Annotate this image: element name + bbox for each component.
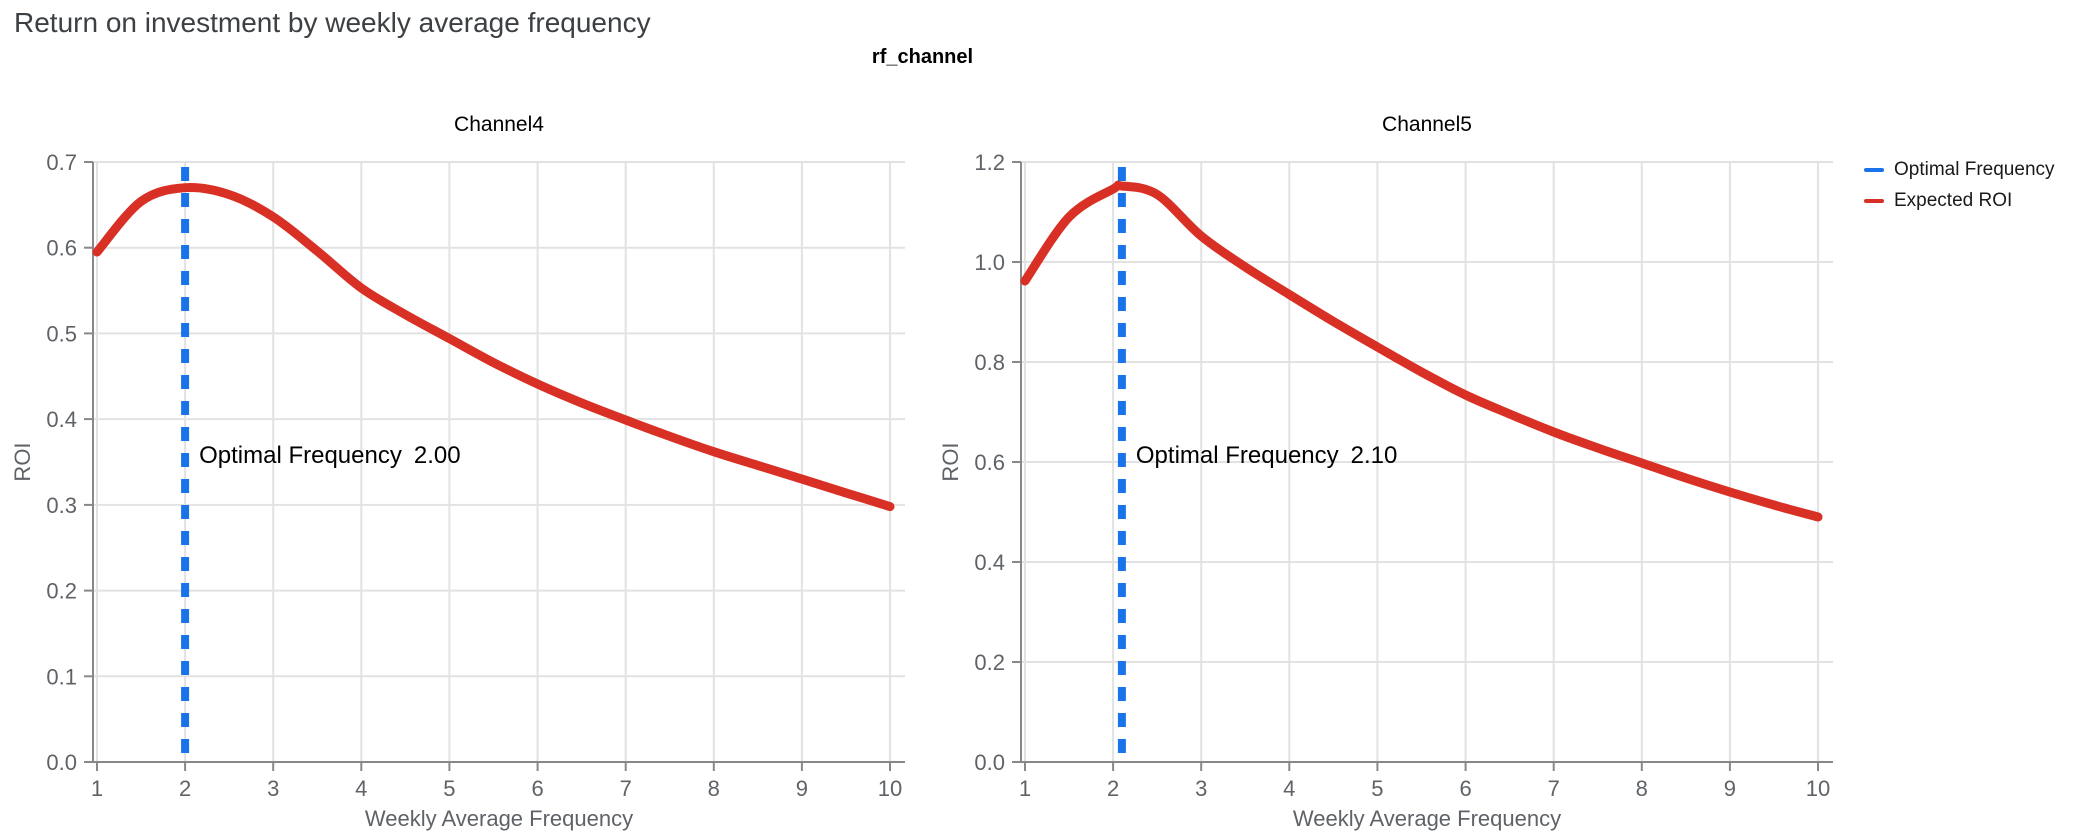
expected-roi-curve — [1020, 180, 1823, 522]
panel-title: Channel5 — [1382, 113, 1472, 136]
y-tick-label: 0.6 — [46, 236, 77, 261]
x-tick-label: 1 — [91, 776, 103, 801]
y-tick-label: 0.0 — [974, 750, 1005, 775]
y-tick-label: 0.2 — [974, 650, 1005, 675]
legend-item-expected-roi: Expected ROI — [1864, 188, 2055, 214]
x-tick-label: 1 — [1019, 776, 1031, 801]
expected-roi-curve — [92, 182, 895, 512]
chart-panel-channel4: 0.0 0.1 0.2 0.3 0.4 0.5 0.6 0.7 1 2 3 4 5 6 7 8 9 10 Weekl… — [10, 113, 905, 831]
y-axis-title: ROI — [938, 442, 963, 481]
x-tick-label: 2 — [179, 776, 191, 801]
optimal-frequency-annotation: Optimal Frequency 2.10 — [1136, 442, 1397, 469]
y-tick-label: 0.6 — [974, 450, 1005, 475]
y-tick-label: 0.3 — [46, 493, 77, 518]
x-tick-label: 8 — [1636, 776, 1648, 801]
x-tick-label: 6 — [531, 776, 543, 801]
x-axis-title: Weekly Average Frequency — [365, 806, 633, 831]
y-tick-label: 1.2 — [974, 150, 1005, 175]
x-tick-label: 8 — [708, 776, 720, 801]
x-axis-title: Weekly Average Frequency — [1293, 806, 1561, 831]
legend: Optimal Frequency Expected ROI — [1864, 157, 2055, 214]
y-tick-label: 0.2 — [46, 579, 77, 604]
x-tick-label: 4 — [1283, 776, 1295, 801]
y-tick-label: 0.7 — [46, 150, 77, 175]
optimal-frequency-annotation: Optimal Frequency 2.00 — [199, 442, 460, 469]
x-tick-label: 5 — [1371, 776, 1383, 801]
x-tick-label: 5 — [443, 776, 455, 801]
x-tick-label: 3 — [1195, 776, 1207, 801]
x-tick-label: 3 — [267, 776, 279, 801]
y-axis-title: ROI — [10, 442, 35, 481]
x-tick-label: 4 — [355, 776, 367, 801]
legend-label-optimal-frequency: Optimal Frequency — [1894, 159, 2055, 180]
y-tick-label: 0.4 — [974, 550, 1005, 575]
y-tick-label: 1.0 — [974, 250, 1005, 275]
y-tick-label: 0.8 — [974, 350, 1005, 375]
x-tick-label: 10 — [1806, 776, 1830, 801]
panel-title: Channel4 — [454, 113, 544, 136]
y-tick-label: 0.0 — [46, 750, 77, 775]
y-tick-label: 0.4 — [46, 407, 77, 432]
y-tick-label: 0.1 — [46, 664, 77, 689]
x-tick-label: 9 — [1724, 776, 1736, 801]
y-tick-label: 0.5 — [46, 321, 77, 346]
x-tick-label: 6 — [1459, 776, 1471, 801]
x-tick-label: 10 — [878, 776, 902, 801]
x-tick-label: 7 — [620, 776, 632, 801]
legend-label-expected-roi: Expected ROI — [1894, 190, 2013, 211]
x-tick-label: 7 — [1548, 776, 1560, 801]
facet-title: rf_channel — [871, 46, 974, 68]
x-tick-label: 2 — [1107, 776, 1119, 801]
legend-swatch-expected-roi — [1864, 199, 1884, 203]
page-title: Return on investment by weekly average f… — [14, 7, 651, 38]
legend-item-optimal-frequency: Optimal Frequency — [1864, 157, 2055, 183]
legend-swatch-optimal-frequency — [1864, 168, 1884, 172]
x-tick-label: 9 — [796, 776, 808, 801]
chart-panel-channel5: 0.0 0.2 0.4 0.6 0.8 1.0 1.2 1 2 3 4 5 6 7 8 9 10 Weekly A… — [938, 113, 1833, 831]
